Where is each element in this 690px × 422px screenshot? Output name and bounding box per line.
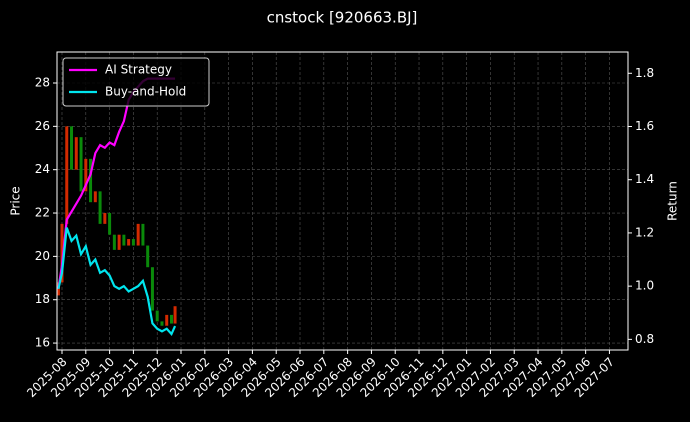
candle-body <box>117 234 121 250</box>
candle-body <box>65 126 69 224</box>
candle-body <box>165 314 169 326</box>
y-tick-label: 16 <box>35 336 50 350</box>
y2-axis-label: Return <box>666 181 680 221</box>
candle-body <box>56 282 60 296</box>
candle-body <box>103 213 107 224</box>
candle-body <box>108 213 112 235</box>
legend-label: AI Strategy <box>105 63 172 77</box>
plot-frame <box>56 51 629 351</box>
y2-tick-label: 1.0 <box>635 279 654 293</box>
candle-body <box>169 314 173 324</box>
candle-body <box>79 137 83 192</box>
candle-body <box>112 234 116 250</box>
y-tick-label: 18 <box>35 292 50 306</box>
chart-title: cnstock [920663.BJ] <box>267 9 418 27</box>
y-tick-label: 20 <box>35 249 50 263</box>
candle-body <box>160 321 164 326</box>
y2-tick-label: 0.8 <box>635 332 654 346</box>
legend-box <box>62 57 210 107</box>
candle-body <box>141 223 145 246</box>
candle-body <box>155 310 159 322</box>
y-tick-label: 24 <box>35 162 50 176</box>
series-line <box>57 227 177 337</box>
y-axis-label: Price <box>9 186 23 215</box>
candle-body <box>173 306 177 324</box>
candle-body <box>89 158 93 203</box>
candle-body <box>98 191 102 224</box>
y-tick-label: 22 <box>35 206 50 220</box>
candle-body <box>122 234 126 246</box>
candle-body <box>74 137 78 170</box>
y2-tick-label: 1.6 <box>635 119 654 133</box>
y2-tick-label: 1.2 <box>635 225 654 239</box>
y2-tick-label: 1.4 <box>635 172 654 186</box>
candle-body <box>146 245 150 268</box>
candle-body <box>150 267 154 311</box>
candle-body <box>127 239 131 246</box>
y-tick-label: 28 <box>35 75 50 89</box>
candle-body <box>93 191 97 203</box>
candle-body <box>84 158 88 192</box>
legend-label: Buy-and-Hold <box>105 85 186 99</box>
candle-body <box>131 239 135 246</box>
candle-body <box>70 126 74 170</box>
y-tick-label: 26 <box>35 119 50 133</box>
candle-body <box>136 223 140 246</box>
candle-body <box>60 223 64 283</box>
y2-tick-label: 1.8 <box>635 66 654 80</box>
